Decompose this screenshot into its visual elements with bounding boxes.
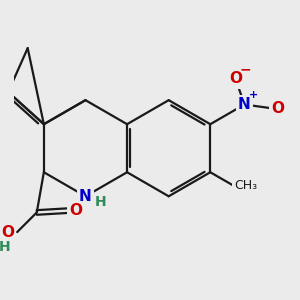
Text: H: H: [0, 240, 11, 254]
Text: O: O: [272, 100, 284, 116]
Text: O: O: [1, 224, 14, 239]
Text: N: N: [79, 189, 92, 204]
Text: O: O: [69, 203, 82, 218]
Text: +: +: [249, 89, 258, 100]
Text: O: O: [229, 71, 242, 86]
Text: CH₃: CH₃: [234, 179, 257, 192]
Text: −: −: [239, 62, 251, 76]
Text: H: H: [94, 195, 106, 208]
Text: N: N: [238, 97, 251, 112]
